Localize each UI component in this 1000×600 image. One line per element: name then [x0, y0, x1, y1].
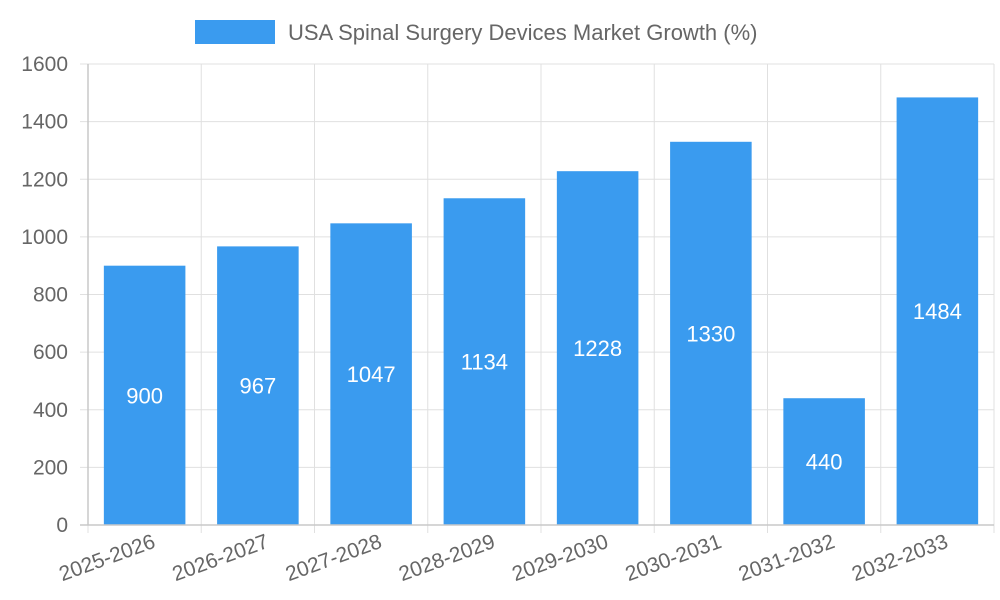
- bar-2029-2030[interactable]: [556, 171, 639, 525]
- y-tick-label: 800: [33, 284, 68, 307]
- x-tick-label: 2030-2031: [622, 530, 724, 586]
- x-tick-label: 2031-2032: [736, 530, 838, 586]
- legend[interactable]: USA Spinal Surgery Devices Market Growth…: [195, 20, 758, 45]
- x-tick-label: 2029-2030: [509, 530, 611, 586]
- bar-value-label: 1134: [461, 350, 508, 375]
- bar-value-label: 967: [240, 374, 277, 399]
- x-axis-labels: 2025-2026 2026-2027 2027-2028 2028-2029 2029…: [56, 530, 951, 586]
- bar-2025-2026[interactable]: [103, 265, 186, 525]
- x-tick-label: 2028-2029: [396, 530, 498, 586]
- axes: [80, 64, 994, 526]
- y-tick-label: 0: [56, 514, 68, 537]
- x-tick-label: 2032-2033: [849, 530, 951, 586]
- bar-value-label: 1330: [686, 321, 735, 346]
- bar-group: 900 967 1047 1134 1228 1330 440 1484: [103, 97, 979, 526]
- y-tick-label: 1000: [21, 226, 68, 249]
- legend-swatch[interactable]: [195, 20, 275, 44]
- bar-value-label: 900: [126, 383, 163, 408]
- y-axis-labels: 0 200 400 600 800 1000 1200 1400 1600: [21, 53, 68, 537]
- legend-label[interactable]: USA Spinal Surgery Devices Market Growth…: [288, 20, 758, 45]
- y-tick-label: 1200: [21, 168, 68, 191]
- bar-value-label: 440: [806, 450, 843, 475]
- y-tick-label: 1400: [21, 111, 68, 134]
- bar-2027-2028[interactable]: [330, 223, 412, 525]
- bar-2030-2031[interactable]: [670, 141, 752, 525]
- y-tick-label: 200: [33, 456, 68, 479]
- bar-value-label: 1228: [573, 336, 622, 361]
- y-tick-label: 600: [33, 341, 68, 364]
- y-tick-label: 400: [33, 399, 68, 422]
- bar-value-label: 1047: [347, 362, 396, 387]
- x-tick-label: 2027-2028: [283, 530, 385, 586]
- gridlines: [80, 63, 995, 533]
- bar-2026-2027[interactable]: [217, 246, 299, 525]
- y-tick-label: 1600: [21, 53, 68, 76]
- bar-2028-2029[interactable]: [443, 198, 526, 526]
- x-tick-label: 2025-2026: [56, 530, 158, 586]
- bar-2031-2032[interactable]: [783, 398, 865, 525]
- x-tick-label: 2026-2027: [169, 530, 271, 586]
- bar-value-label: 1484: [913, 299, 962, 324]
- bar-2032-2033[interactable]: [896, 97, 979, 526]
